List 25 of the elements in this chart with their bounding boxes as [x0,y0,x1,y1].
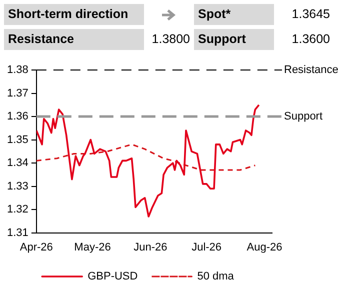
text: Spot* [194,4,274,25]
text: Support [194,29,274,50]
legend-label: GBP-USD [88,270,138,283]
ref-line-label: Support [284,110,323,123]
y-tick-label: 1.31 [6,226,28,239]
x-tick-label: May-26 [74,241,111,254]
y-tick-label: 1.35 [6,134,28,146]
x-tick-label: Jul-26 [192,241,222,254]
line-series [36,144,256,171]
y-tick-label: 1.37 [6,87,28,100]
y-tick-label: 1.38 [6,64,28,76]
text: 1.3600 [290,31,331,48]
legend-label: 50 dma [197,270,235,283]
x-tick-label: Apr-26 [20,241,53,254]
text: 1.3645 [290,6,331,23]
y-tick-label: 1.36 [6,110,28,123]
text: Resistance [4,29,144,50]
y-tick-label: 1.34 [6,157,28,170]
text: 1.3800 [150,31,191,48]
text: Short-term direction [4,4,144,25]
ref-line-label: Resistance [284,64,338,76]
x-tick-label: Jun-26 [134,241,168,254]
y-tick-label: 1.33 [6,180,28,192]
y-tick-label: 1.32 [6,204,28,216]
x-tick-label: Aug-26 [246,241,282,254]
